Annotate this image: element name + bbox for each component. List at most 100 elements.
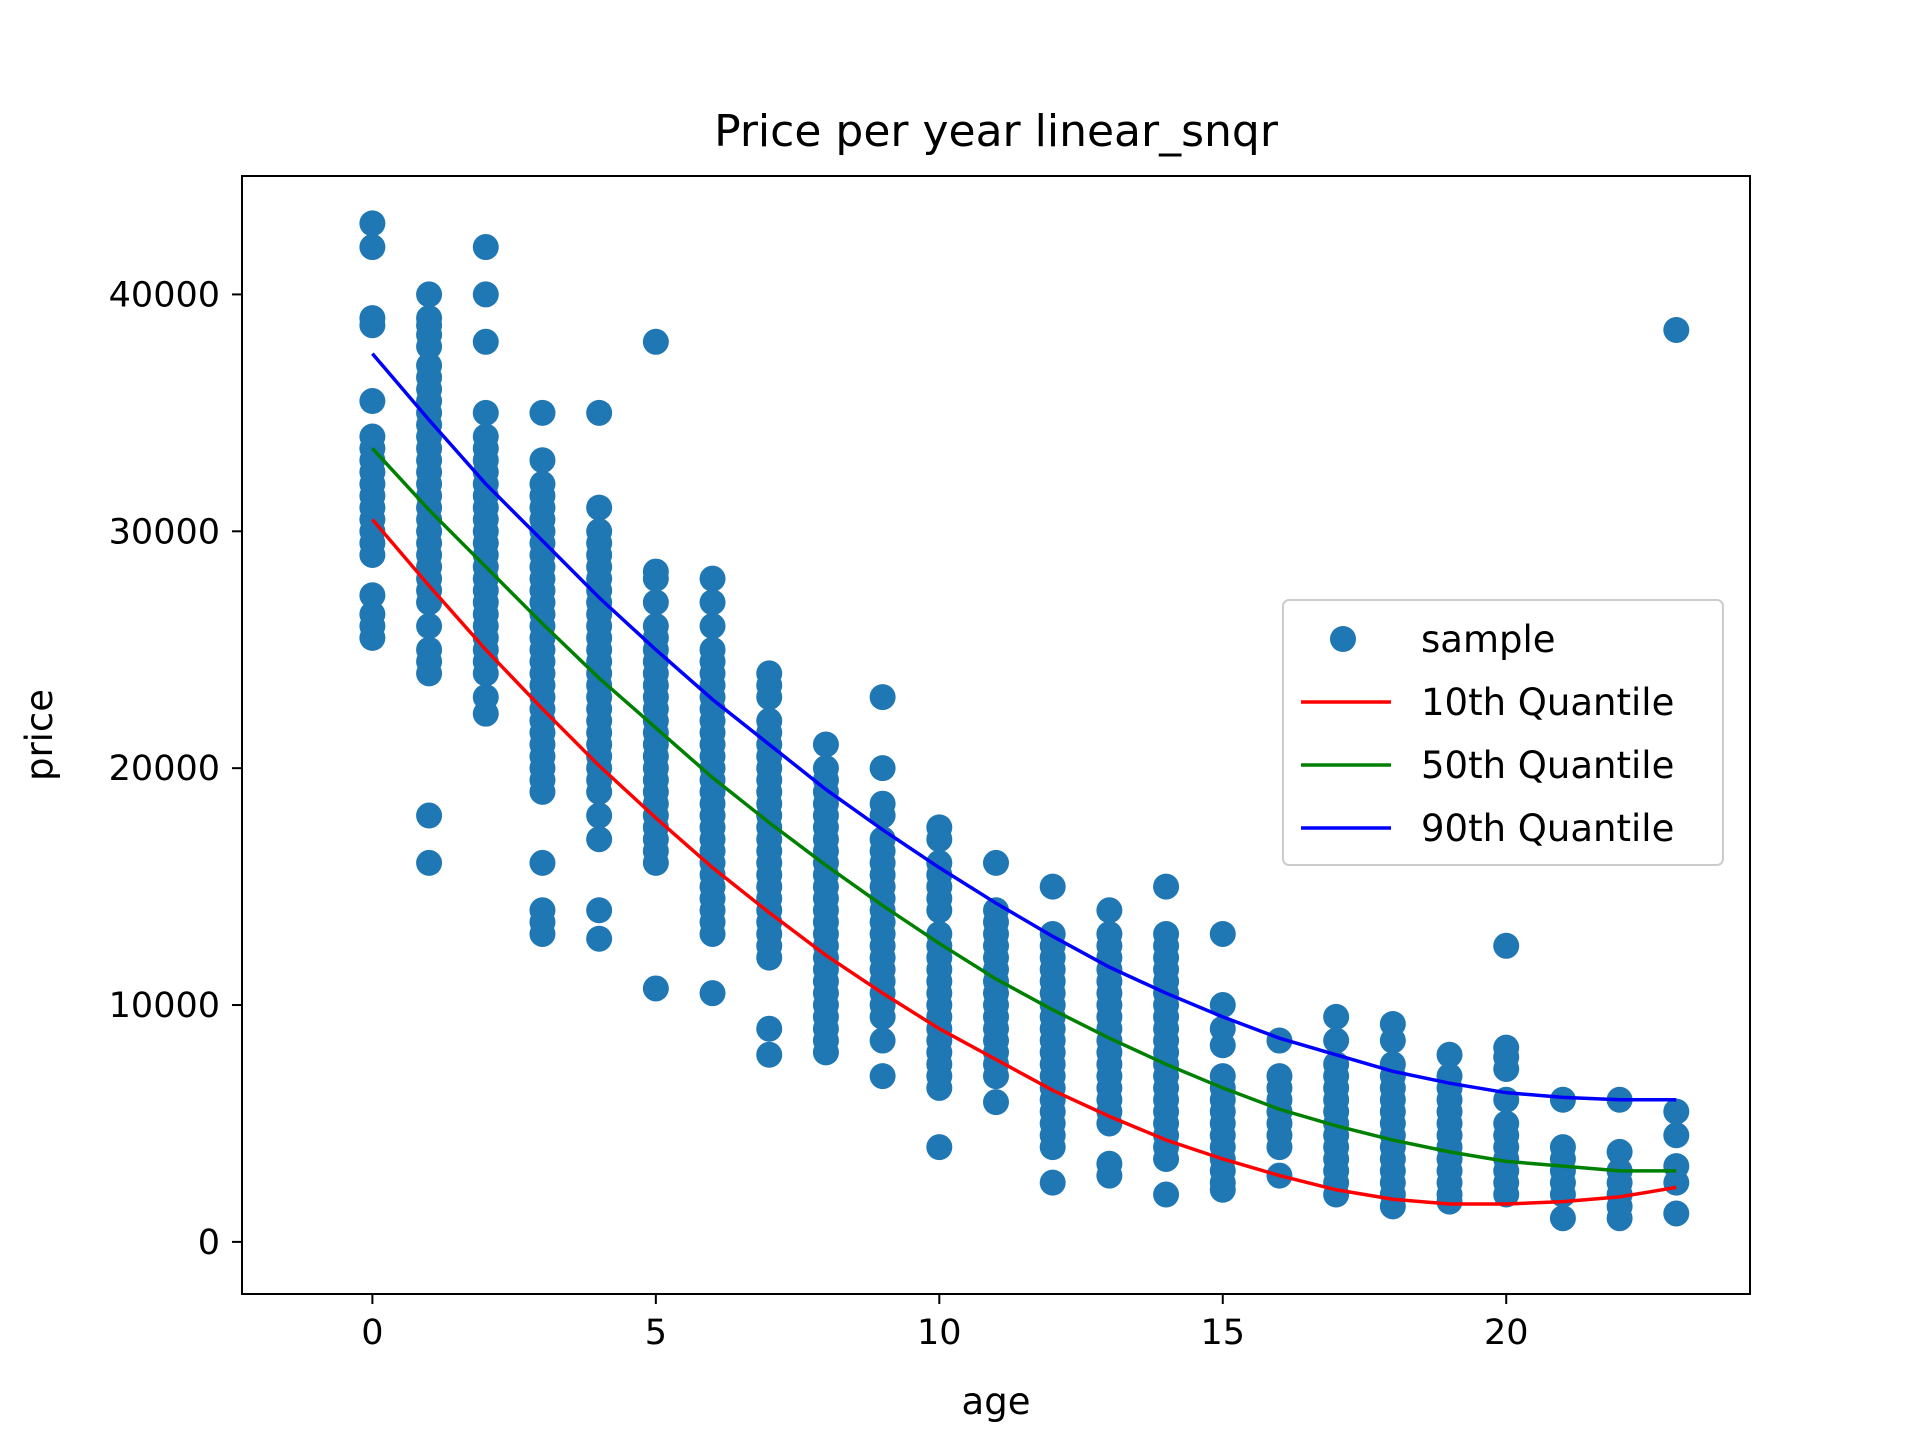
scatter-point xyxy=(472,328,499,355)
y-tick-label: 20000 xyxy=(109,749,220,789)
scatter-point xyxy=(529,447,556,474)
x-tick-label: 0 xyxy=(361,1313,383,1353)
scatter-point xyxy=(359,582,386,609)
scatter-point xyxy=(586,897,613,924)
axes-frame xyxy=(241,175,1751,1295)
y-tick-label: 10000 xyxy=(109,986,220,1026)
scatter-point xyxy=(1663,316,1690,343)
scatter-point xyxy=(359,312,386,339)
scatter-point xyxy=(586,826,613,853)
scatter-point xyxy=(1209,992,1236,1019)
x-tick-label: 15 xyxy=(1200,1313,1245,1353)
scatter-point xyxy=(812,1039,839,1066)
scatter-point xyxy=(1096,1110,1123,1137)
scatter-point xyxy=(1663,1169,1690,1196)
legend-label: 10th Quantile xyxy=(1421,681,1674,724)
y-axis: 0 10000 20000 30000 40000 xyxy=(109,275,242,1263)
scatter-point xyxy=(869,1003,896,1030)
y-tick-label: 40000 xyxy=(109,275,220,315)
scatter-point xyxy=(756,944,783,971)
line-90th-quantile xyxy=(371,352,1677,1102)
scatter-point xyxy=(1663,1122,1690,1149)
legend-label: 90th Quantile xyxy=(1421,807,1674,850)
x-tick-label: 10 xyxy=(917,1313,962,1353)
scatter-point xyxy=(1379,1027,1406,1054)
scatter-point xyxy=(1493,1181,1520,1208)
scatter-point xyxy=(699,565,726,592)
scatter-point xyxy=(1549,1086,1576,1113)
scatter-point xyxy=(1039,1134,1066,1161)
scatter-point xyxy=(416,281,443,308)
y-tick-label: 30000 xyxy=(109,512,220,552)
scatter-point xyxy=(472,281,499,308)
scatter-point xyxy=(586,802,613,829)
scatter-point xyxy=(359,210,386,237)
scatter-point xyxy=(869,755,896,782)
scatter-point xyxy=(1209,1176,1236,1203)
scatter-point xyxy=(983,1089,1009,1116)
scatter-point xyxy=(529,778,556,805)
scatter-point xyxy=(1493,1055,1520,1082)
scatter-point xyxy=(1266,1134,1293,1161)
scatter-point xyxy=(812,731,839,758)
scatter-point xyxy=(699,589,726,616)
scatter-point xyxy=(472,399,499,426)
scatter-point xyxy=(983,1063,1009,1090)
scatter-point xyxy=(642,328,669,355)
scatter-point xyxy=(983,849,1009,876)
line-50th-quantile xyxy=(371,447,1677,1173)
legend-label-sample: sample xyxy=(1421,618,1556,661)
scatter-point xyxy=(1096,1162,1123,1189)
scatter-point xyxy=(359,234,386,261)
scatter-point xyxy=(869,1027,896,1054)
x-tick-label: 5 xyxy=(645,1313,667,1353)
scatter-point xyxy=(756,1015,783,1042)
scatter-point xyxy=(1039,1169,1066,1196)
y-axis-title: price xyxy=(18,689,61,781)
scatter-point xyxy=(359,388,386,415)
scatter-point xyxy=(1153,1181,1180,1208)
scatter-point xyxy=(1606,1138,1633,1165)
scatter-point xyxy=(1153,873,1180,900)
x-tick-label: 20 xyxy=(1484,1313,1529,1353)
scatter-point xyxy=(699,613,726,640)
scatter-point xyxy=(1549,1205,1576,1232)
y-tick-label: 0 xyxy=(198,1223,220,1263)
scatter-point xyxy=(359,541,386,568)
scatter-point xyxy=(586,494,613,521)
scatter-point xyxy=(472,700,499,727)
scatter-point xyxy=(642,975,669,1002)
scatter-point xyxy=(1606,1205,1633,1232)
scatter-point xyxy=(1096,897,1123,924)
plot-area xyxy=(359,210,1690,1232)
scatter-point xyxy=(529,399,556,426)
scatter-point xyxy=(926,897,953,924)
scatter-point xyxy=(586,778,613,805)
legend: sample 10th Quantile 50th Quantile 90th Qua… xyxy=(1282,599,1724,866)
legend-box xyxy=(1282,599,1724,866)
scatter-point xyxy=(1436,1041,1463,1068)
x-axis-title: age xyxy=(962,1380,1031,1423)
scatter-point xyxy=(1153,1145,1180,1172)
scatter-point xyxy=(1323,1003,1350,1030)
scatter-point xyxy=(642,849,669,876)
scatter-point xyxy=(416,849,443,876)
scatter-point xyxy=(1493,932,1520,959)
scatter-point xyxy=(416,589,443,616)
scatter-point xyxy=(699,920,726,947)
scatter-point xyxy=(529,920,556,947)
scatter-point xyxy=(926,826,953,853)
scatter-point xyxy=(416,802,443,829)
scatter-point xyxy=(472,234,499,261)
scatter-point xyxy=(529,849,556,876)
scatter-point xyxy=(1209,920,1236,947)
scatter-point xyxy=(586,925,613,952)
scatter-point xyxy=(472,660,499,687)
scatter-point xyxy=(416,613,443,640)
x-axis: 0 5 10 15 20 xyxy=(361,1294,1528,1353)
legend-marker-sample xyxy=(1330,626,1356,652)
scatter-point xyxy=(926,1134,953,1161)
scatter-point xyxy=(359,624,386,651)
scatter-point xyxy=(869,802,896,829)
